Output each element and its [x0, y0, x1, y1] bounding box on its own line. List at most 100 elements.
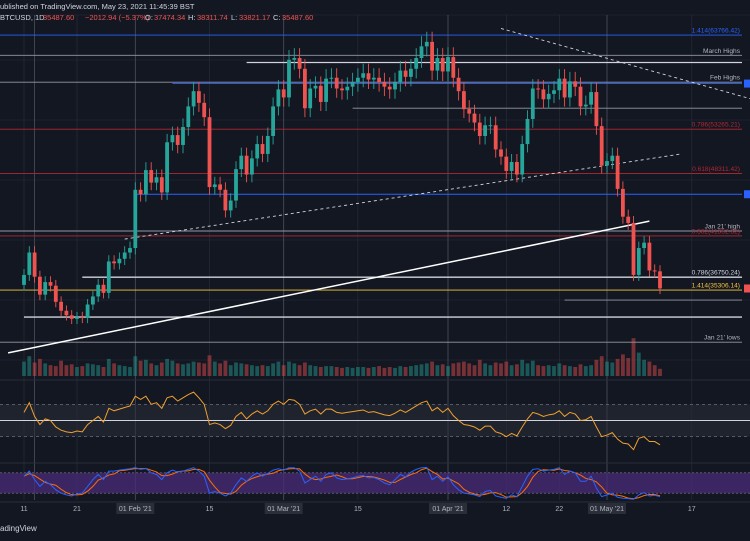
candle-body	[462, 91, 466, 110]
volume-bar	[642, 359, 646, 376]
candle-body	[59, 301, 63, 311]
candle-body	[260, 144, 265, 154]
volume-bar	[578, 364, 583, 376]
volume-bar	[91, 364, 95, 376]
volume-bar	[419, 364, 424, 376]
volume-bar	[652, 365, 657, 376]
candle-body	[371, 77, 376, 80]
candle-body	[387, 86, 392, 90]
volume-bar	[398, 366, 403, 376]
candle-body	[149, 170, 154, 183]
volume-bar	[69, 364, 74, 376]
candle-body	[589, 92, 593, 105]
level-label-6: 0.786(53265.21)	[692, 122, 740, 129]
volume-bar	[197, 362, 201, 376]
candle-body	[117, 258, 122, 264]
volume-bar	[260, 365, 265, 376]
candle-body	[430, 41, 434, 71]
candle-body	[424, 41, 429, 47]
volume-bar	[144, 359, 148, 376]
candle-body	[610, 155, 615, 162]
candle-body	[419, 46, 424, 59]
tradingview-brand: adingView	[0, 524, 37, 533]
volume-bar	[22, 361, 26, 376]
candle-body	[318, 85, 323, 102]
candle-body	[244, 155, 249, 175]
candle-body	[329, 77, 334, 79]
candles	[22, 31, 662, 325]
candle-body	[382, 82, 387, 87]
candle-body	[409, 68, 413, 77]
volume-bar	[170, 360, 175, 376]
volume-bar	[175, 363, 180, 376]
volume-bar	[594, 359, 599, 376]
candle-body	[334, 77, 339, 89]
candle-body	[583, 104, 588, 107]
candle-body	[361, 73, 366, 78]
time-tick-bg-9	[588, 503, 626, 514]
volume-bar	[477, 359, 482, 376]
volume-bar	[424, 363, 429, 376]
stoch-k-line	[23, 466, 661, 500]
time-tick-8: 22	[555, 506, 563, 513]
volume-bar	[281, 365, 286, 376]
candle-body	[122, 252, 127, 259]
candle-body	[594, 92, 599, 127]
volume-bar	[509, 365, 514, 376]
time-tick-2: 01 Feb '21	[119, 506, 152, 513]
level-label-15: Jan 21' lows	[704, 335, 741, 342]
volume-bar	[297, 365, 302, 376]
volume-bar	[621, 354, 625, 376]
volume-bar	[32, 362, 37, 376]
volume-bar	[626, 358, 631, 376]
candle-body	[53, 285, 58, 302]
candle-body	[599, 126, 604, 166]
candle-body	[181, 127, 185, 145]
candle-body	[85, 304, 90, 318]
candle-body	[546, 93, 551, 100]
volume-bar	[308, 365, 313, 376]
volume-bar	[212, 361, 217, 376]
volume-bar	[350, 367, 355, 376]
volume-bar	[276, 361, 281, 376]
level-label-11: 0.786(36750.24)	[692, 270, 740, 277]
volume-bar	[530, 360, 535, 376]
volume-bar	[488, 365, 493, 376]
candle-body	[562, 78, 567, 98]
candle-body	[202, 102, 207, 118]
rsi-line	[23, 391, 661, 451]
candle-body	[377, 77, 381, 83]
volume-bar	[435, 365, 440, 376]
candle-body	[488, 125, 493, 127]
candle-body	[642, 242, 646, 249]
candle-body	[308, 88, 313, 109]
candle-body	[435, 58, 440, 71]
volume-bar	[165, 358, 169, 376]
volume-bar	[133, 356, 138, 376]
candle-body	[552, 90, 556, 94]
candle-body	[234, 169, 238, 201]
volume-bar	[324, 366, 328, 376]
trendline-2	[500, 28, 750, 100]
candle-body	[621, 188, 625, 217]
volume-bar	[75, 367, 79, 376]
volume-bar	[387, 367, 392, 376]
volume-bar	[456, 362, 461, 376]
candle-body	[340, 88, 344, 91]
volume-bar	[568, 366, 572, 376]
volume-bars	[22, 338, 662, 376]
candle-body	[154, 177, 159, 183]
candle-body	[536, 88, 540, 90]
volume-bar	[318, 367, 323, 376]
volume-bar	[149, 363, 154, 376]
candle-body	[292, 58, 297, 60]
price-tag-2	[744, 190, 750, 199]
volume-bar	[536, 365, 540, 376]
volume-bar	[345, 367, 350, 376]
candle-body	[281, 89, 286, 98]
candle-body	[366, 73, 371, 80]
volume-bar	[647, 361, 652, 376]
candle-body	[186, 106, 191, 128]
